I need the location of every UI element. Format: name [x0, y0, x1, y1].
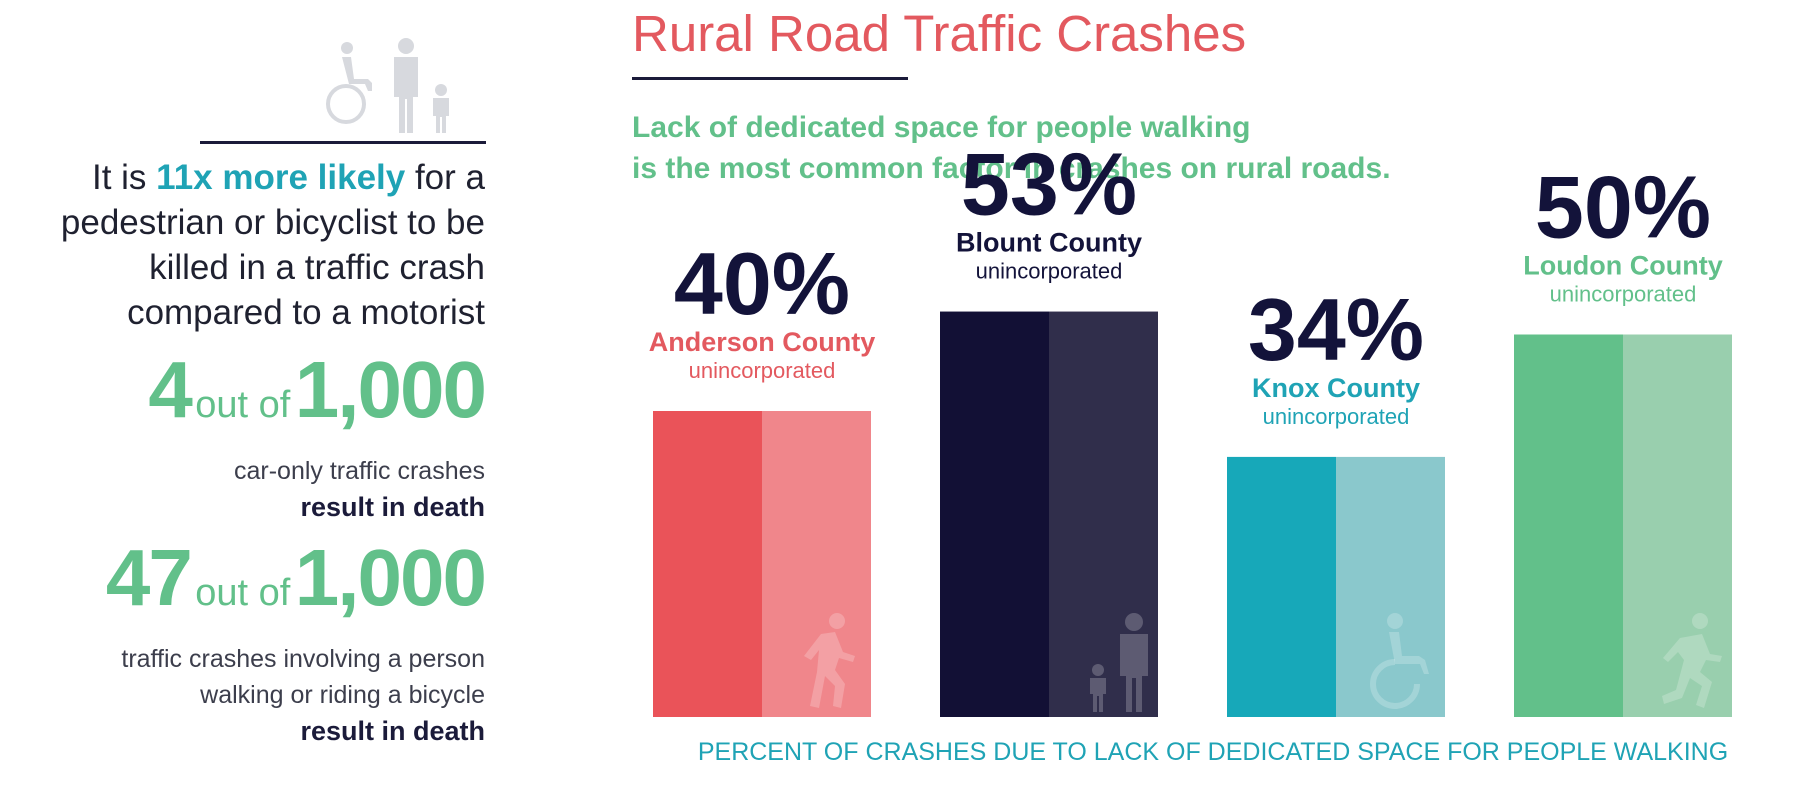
- pedestrian-family-icon: [326, 38, 449, 133]
- bar-2-right-half: [1049, 311, 1158, 717]
- bar-3-value-label: 34%: [1248, 280, 1424, 379]
- bar-1-right-half: [762, 411, 871, 717]
- bar-4-sublabel: unincorporated: [1550, 282, 1697, 307]
- stat-description-line2: walking or riding a bicycle: [200, 681, 485, 709]
- left-panel: It is 11x more likely for a pedestrian o…: [0, 0, 500, 791]
- stat-total: 1,000: [294, 345, 487, 434]
- stat-emphasis: result in death: [300, 716, 485, 746]
- left-divider: [200, 141, 486, 144]
- bar-4-category-label: Loudon County: [1523, 251, 1722, 281]
- bar-4-value-label: 50%: [1535, 158, 1711, 257]
- intro-text: It is 11x more likely for a pedestrian o…: [45, 155, 485, 335]
- stat-out-of: out of: [195, 572, 291, 614]
- bar-3-category-label: Knox County: [1252, 373, 1420, 403]
- stat-emphasis: result in death: [300, 492, 485, 522]
- stat-count: 4: [148, 345, 192, 434]
- bar-3-left-half: [1227, 456, 1336, 717]
- wheelchair-user-icon: [1370, 613, 1429, 709]
- title-divider: [632, 77, 908, 80]
- bar-4-right-half: [1623, 334, 1732, 717]
- intro-suffix: for a pedestrian or bicyclist to be kill…: [60, 158, 485, 332]
- bar-4-left-half: [1514, 334, 1623, 717]
- bar-1-value-label: 40%: [674, 234, 850, 333]
- bar-3-sublabel: unincorporated: [1263, 404, 1410, 429]
- bar-1-sublabel: unincorporated: [689, 358, 836, 383]
- running-person-icon: [1662, 613, 1722, 708]
- chart-subtitle: Lack of dedicated space for people walki…: [632, 107, 1391, 189]
- intro-highlight: 11x more likely: [156, 158, 406, 197]
- stat-total: 1,000: [294, 533, 487, 622]
- stat-description-line1: traffic crashes involving a person: [121, 645, 485, 673]
- subtitle-line1: Lack of dedicated space for people walki…: [632, 111, 1251, 144]
- walking-person-icon: [804, 613, 855, 708]
- bar-2-left-half: [940, 311, 1049, 717]
- stat-description: car-only traffic crashes: [233, 457, 485, 485]
- stat-pedestrian-bicycle: 47 out of 1,000 traffic crashes involvin…: [15, 538, 487, 749]
- stat-out-of: out of: [195, 384, 291, 426]
- adult-with-child-icon: [1090, 613, 1148, 712]
- stat-car-only: 4 out of 1,000 car-only traffic crashes …: [15, 350, 487, 525]
- bar-1-category-label: Anderson County: [649, 327, 876, 357]
- stat-count: 47: [105, 533, 193, 622]
- chart-title: Rural Road Traffic Crashes: [632, 5, 1247, 62]
- bar-3-right-half: [1336, 456, 1445, 717]
- bar-2-value-label: 53%: [961, 135, 1137, 234]
- bar-2-category-label: Blount County: [956, 228, 1142, 258]
- bar-2-sublabel: unincorporated: [976, 259, 1123, 284]
- bar-1-left-half: [653, 411, 762, 717]
- subtitle-line2: is the most common factor in crashes on …: [632, 152, 1391, 185]
- x-axis-label: PERCENT OF CRASHES DUE TO LACK OF DEDICA…: [698, 738, 1728, 766]
- intro-prefix: It is: [91, 158, 157, 197]
